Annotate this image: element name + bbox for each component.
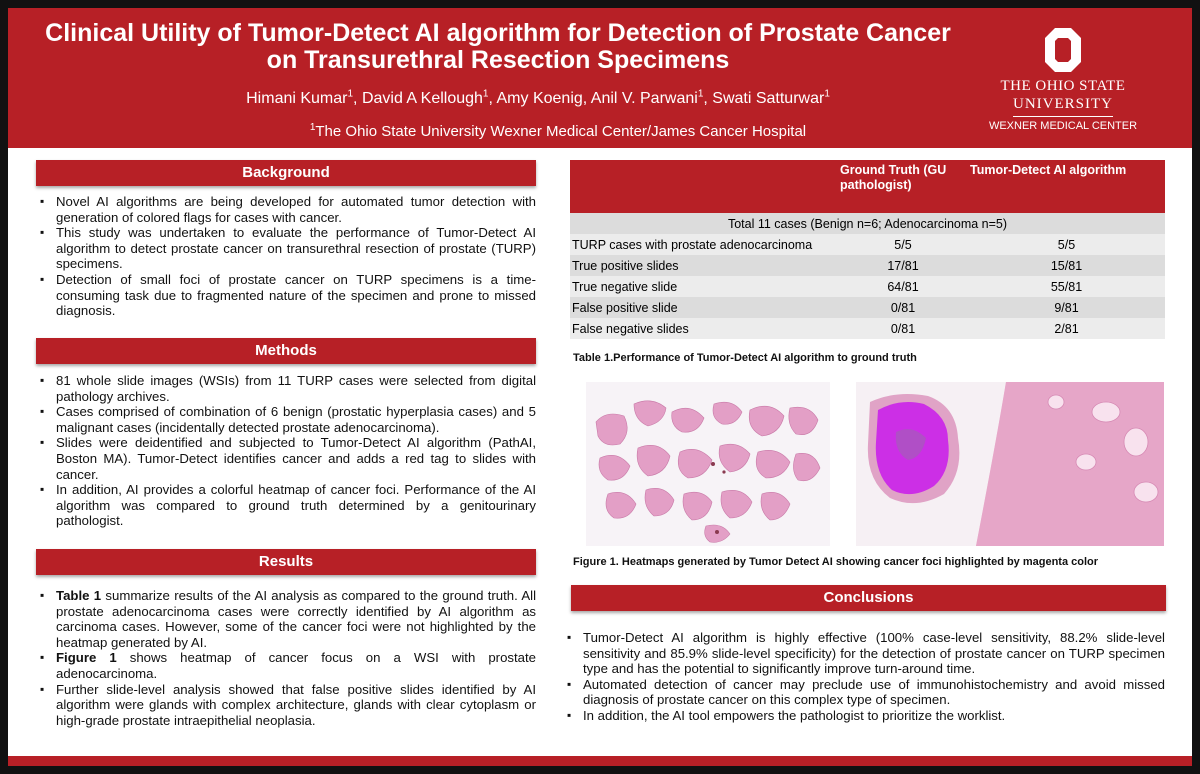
- list-item: Novel AI algorithms are being developed …: [36, 194, 536, 225]
- author-name: David A Kellough: [361, 90, 483, 107]
- table-cell: 9/81: [968, 297, 1165, 318]
- table-header-cell: Tumor-Detect AI algorithm: [968, 160, 1165, 213]
- conclusions-list: Tumor-Detect AI algorithm is highly effe…: [563, 630, 1165, 724]
- poster-header: Clinical Utility of Tumor-Detect AI algo…: [8, 8, 1192, 148]
- table-cell: True positive slides: [570, 255, 838, 276]
- background-heading: Background: [36, 160, 536, 186]
- table-cell: 5/5: [838, 234, 968, 255]
- block-o-icon: [1045, 28, 1081, 72]
- university-logo: THE OHIO STATE UNIVERSITY WEXNER MEDICAL…: [983, 26, 1143, 132]
- results-list: Table 1 summarize results of the AI anal…: [36, 588, 536, 728]
- methods-heading: Methods: [36, 338, 536, 364]
- author-sup: 1: [347, 88, 354, 100]
- results-text: summarize results of the AI analysis as …: [56, 588, 536, 650]
- author-sup: 1: [824, 88, 830, 100]
- table-header-cell: [570, 160, 838, 213]
- background-list: Novel AI algorithms are being developed …: [36, 194, 536, 319]
- list-item: Detection of small foci of prostate canc…: [36, 272, 536, 319]
- table-row: True negative slide 64/81 55/81: [570, 276, 1165, 297]
- logo-line-3: WEXNER MEDICAL CENTER: [988, 120, 1138, 132]
- list-item: Tumor-Detect AI algorithm is highly effe…: [563, 630, 1165, 677]
- table-cell: False negative slides: [570, 318, 838, 339]
- poster-title: Clinical Utility of Tumor-Detect AI algo…: [8, 20, 988, 74]
- table-header-row: Ground Truth (GU pathologist) Tumor-Dete…: [570, 160, 1165, 213]
- list-item: Automated detection of cancer may preclu…: [563, 677, 1165, 708]
- table-row: Total 11 cases (Benign n=6; Adenocarcino…: [570, 213, 1165, 234]
- table-span-cell: Total 11 cases (Benign n=6; Adenocarcino…: [570, 213, 1165, 234]
- author-list: Himani Kumar1, David A Kellough1, Amy Ko…: [246, 88, 830, 107]
- table-cell: 0/81: [838, 318, 968, 339]
- table-cell: False positive slide: [570, 297, 838, 318]
- list-item: Figure 1 shows heatmap of cancer focus o…: [36, 650, 536, 681]
- list-item: In addition, the AI tool empowers the pa…: [563, 708, 1165, 724]
- logo-line-1: THE OHIO STATE: [1000, 78, 1126, 94]
- table-cell: 15/81: [968, 255, 1165, 276]
- table-cell: 55/81: [968, 276, 1165, 297]
- list-item: In addition, AI provides a colorful heat…: [36, 482, 536, 529]
- figure-caption: Figure 1. Heatmaps generated by Tumor De…: [573, 556, 1099, 568]
- poster: Clinical Utility of Tumor-Detect AI algo…: [8, 8, 1192, 766]
- methods-list: 81 whole slide images (WSIs) from 11 TUR…: [36, 373, 536, 529]
- table-caption: Table 1.Performance of Tumor-Detect AI a…: [573, 352, 917, 364]
- results-text: shows heatmap of cancer focus on a WSI w…: [56, 650, 537, 681]
- footer-bar: [8, 756, 1192, 766]
- author-sup: 1: [697, 88, 704, 100]
- affiliation-sup: 1: [309, 122, 316, 133]
- table-row: False positive slide 0/81 9/81: [570, 297, 1165, 318]
- author-name: Amy Koenig: [496, 90, 583, 107]
- logo-line-2: UNIVERSITY: [1013, 96, 1113, 117]
- table-cell: TURP cases with prostate adenocarcinoma: [570, 234, 838, 255]
- list-item: This study was undertaken to evaluate th…: [36, 225, 536, 272]
- author-name: Swati Satturwar: [712, 90, 825, 107]
- results-bold: Figure 1: [56, 650, 117, 666]
- results-table: Ground Truth (GU pathologist) Tumor-Dete…: [570, 160, 1165, 339]
- table-header-cell: Ground Truth (GU pathologist): [838, 160, 968, 213]
- table-cell: 2/81: [968, 318, 1165, 339]
- results-bold: Table 1: [56, 588, 102, 603]
- table-row: True positive slides 17/81 15/81: [570, 255, 1165, 276]
- title-line-1: Clinical Utility of Tumor-Detect AI algo…: [45, 19, 951, 47]
- table-row: False negative slides 0/81 2/81: [570, 318, 1165, 339]
- list-item: Slides were deidentified and subjected t…: [36, 435, 536, 482]
- heatmap-image: [856, 382, 1164, 546]
- results-heading: Results: [36, 549, 536, 575]
- author-name: Himani Kumar: [246, 90, 348, 107]
- list-item: 81 whole slide images (WSIs) from 11 TUR…: [36, 373, 536, 404]
- list-item: Further slide-level analysis showed that…: [36, 682, 536, 729]
- list-item: Cases comprised of combination of 6 beni…: [36, 404, 536, 435]
- title-line-2: on Transurethral Resection Specimens: [266, 46, 730, 74]
- slide-overview-image: [586, 382, 830, 546]
- table-cell: 64/81: [838, 276, 968, 297]
- table-cell: 17/81: [838, 255, 968, 276]
- list-item: Table 1 summarize results of the AI anal…: [36, 588, 536, 650]
- affiliation: 1The Ohio State University Wexner Medica…: [8, 122, 1108, 141]
- author-name: Anil V. Parwani: [590, 90, 698, 107]
- table-cell: 5/5: [968, 234, 1165, 255]
- author-sup: 1: [482, 88, 489, 100]
- table-cell: True negative slide: [570, 276, 838, 297]
- affiliation-text: The Ohio State University Wexner Medical…: [315, 123, 807, 140]
- conclusions-heading: Conclusions: [571, 585, 1166, 611]
- table-cell: 0/81: [838, 297, 968, 318]
- table-row: TURP cases with prostate adenocarcinoma …: [570, 234, 1165, 255]
- results-text: Further slide-level analysis showed that…: [56, 681, 536, 728]
